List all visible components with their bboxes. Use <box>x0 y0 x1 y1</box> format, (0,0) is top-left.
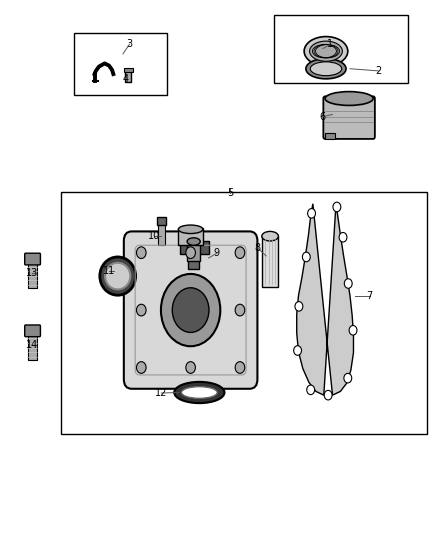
Bar <box>158 224 165 245</box>
Text: 1: 1 <box>327 39 333 49</box>
Circle shape <box>307 385 314 394</box>
Text: 13: 13 <box>26 268 38 278</box>
Circle shape <box>295 302 303 311</box>
Ellipse shape <box>325 92 373 106</box>
Text: 3: 3 <box>127 39 133 49</box>
Text: 9: 9 <box>214 248 220 258</box>
Text: 4: 4 <box>122 75 128 84</box>
Bar <box>274 15 408 83</box>
Text: 14: 14 <box>26 340 38 350</box>
Bar <box>187 240 200 261</box>
Polygon shape <box>297 204 353 395</box>
Circle shape <box>235 247 245 259</box>
FancyBboxPatch shape <box>25 253 40 265</box>
Circle shape <box>339 232 347 242</box>
Bar <box>61 192 427 434</box>
Text: 10: 10 <box>148 231 160 241</box>
Ellipse shape <box>174 382 224 403</box>
Ellipse shape <box>100 257 136 295</box>
Ellipse shape <box>178 225 203 233</box>
FancyBboxPatch shape <box>323 96 375 139</box>
Ellipse shape <box>310 41 343 61</box>
Text: 5: 5 <box>227 188 233 198</box>
Bar <box>125 70 131 82</box>
Bar <box>28 262 37 288</box>
Text: 2: 2 <box>375 66 381 76</box>
Text: 8: 8 <box>254 243 261 253</box>
Bar <box>188 240 199 269</box>
Bar <box>262 236 279 287</box>
Circle shape <box>235 362 245 373</box>
Circle shape <box>161 274 220 346</box>
Bar <box>124 68 133 72</box>
Text: 11: 11 <box>103 266 115 276</box>
Circle shape <box>307 208 315 218</box>
Circle shape <box>324 390 332 400</box>
Bar <box>325 133 335 139</box>
Ellipse shape <box>187 238 200 245</box>
Circle shape <box>333 202 341 212</box>
Ellipse shape <box>181 386 217 398</box>
Text: 7: 7 <box>367 290 373 301</box>
Ellipse shape <box>306 59 346 79</box>
Ellipse shape <box>262 231 279 241</box>
Bar <box>28 334 37 360</box>
Circle shape <box>186 362 195 373</box>
Ellipse shape <box>304 37 348 66</box>
Bar <box>178 228 203 245</box>
Circle shape <box>186 247 195 259</box>
FancyBboxPatch shape <box>124 231 258 389</box>
Circle shape <box>344 373 352 383</box>
Ellipse shape <box>105 263 131 289</box>
FancyBboxPatch shape <box>25 325 40 337</box>
Circle shape <box>137 304 146 316</box>
Circle shape <box>172 288 209 333</box>
Ellipse shape <box>310 62 342 76</box>
Circle shape <box>344 279 352 288</box>
Circle shape <box>293 346 301 356</box>
Circle shape <box>137 247 146 259</box>
Circle shape <box>349 326 357 335</box>
Bar <box>180 241 209 254</box>
Circle shape <box>235 304 245 316</box>
Circle shape <box>302 252 310 262</box>
Text: 12: 12 <box>155 388 168 398</box>
Bar <box>74 33 166 95</box>
Bar <box>157 216 166 225</box>
Text: 6: 6 <box>320 111 326 122</box>
Circle shape <box>137 362 146 373</box>
